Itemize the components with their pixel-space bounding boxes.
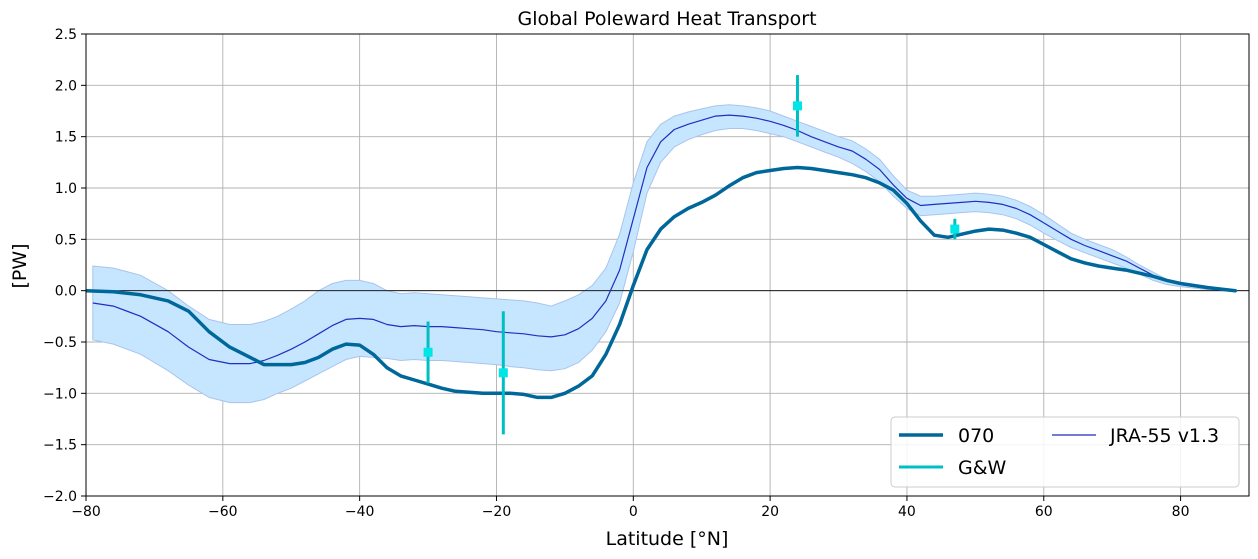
x-tick-label: 60	[1035, 504, 1053, 520]
y-axis-ticks: −2.0 −1.5 −1.0 −0.5 0.0 0.5 1.0 1.5 2.0 2.5	[43, 27, 86, 505]
legend-label-gw: G&W	[958, 457, 1007, 479]
x-tick-label: −80	[71, 504, 101, 520]
x-axis-title: Latitude [°N]	[606, 528, 729, 550]
y-tick-label: −0.5	[43, 335, 77, 351]
y-tick-label: 0.0	[55, 284, 77, 300]
observation-errorbars-layer	[423, 75, 960, 435]
chart-title: Global Poleward Heat Transport	[517, 8, 816, 30]
gw-marker	[498, 368, 508, 378]
x-tick-label: −60	[208, 504, 238, 520]
y-tick-label: 2.5	[55, 27, 77, 43]
x-tick-label: 80	[1172, 504, 1190, 520]
series-line-070	[86, 165, 1238, 400]
y-tick-label: −1.0	[43, 386, 77, 402]
x-tick-label: 40	[898, 504, 916, 520]
plot-frame	[85, 33, 1250, 497]
x-tick-label: −20	[482, 504, 512, 520]
x-axis-ticks: −80 −60 −40 −20 0 20 40 60 80	[71, 496, 1190, 520]
y-tick-label: −2.0	[43, 489, 77, 505]
series-lines-layer	[86, 114, 1238, 400]
series-line-jra55	[92, 114, 1236, 365]
gw-marker	[792, 101, 802, 111]
x-tick-label: 0	[629, 504, 638, 520]
y-tick-label: 1.0	[55, 181, 77, 197]
legend-label-jra55: JRA-55 v1.3	[1109, 425, 1219, 447]
y-tick-label: −1.5	[43, 438, 77, 454]
y-tick-label: 0.5	[55, 232, 77, 248]
y-tick-label: 1.5	[55, 130, 77, 146]
y-axis-title: [PW]	[9, 243, 31, 288]
gw-marker	[423, 347, 433, 357]
gw-marker	[950, 224, 960, 234]
legend: 070 G&W JRA-55 v1.3	[890, 416, 1240, 488]
legend-box	[890, 416, 1240, 488]
legend-label-070: 070	[958, 425, 994, 447]
x-tick-label: −40	[345, 504, 375, 520]
x-tick-label: 20	[761, 504, 779, 520]
y-tick-label: 2.0	[55, 78, 77, 94]
